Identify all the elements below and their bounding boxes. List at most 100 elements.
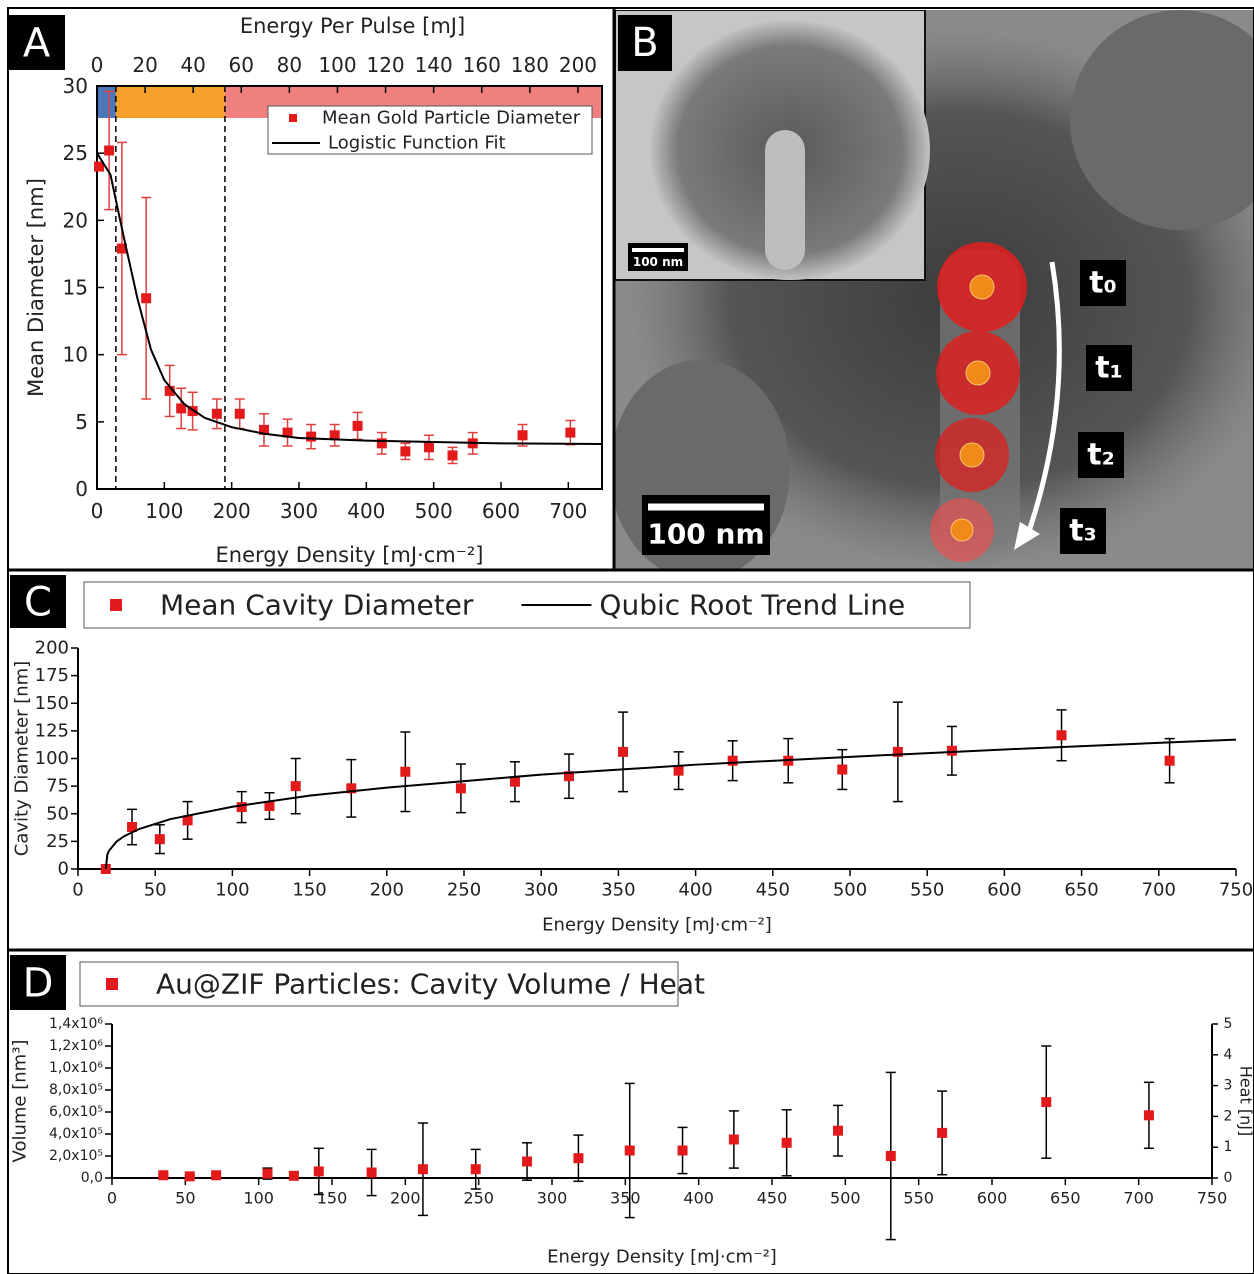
y-tick-label: 25	[63, 141, 88, 165]
x2-tick-label: 80	[277, 53, 302, 77]
y-tick-label: 10	[63, 343, 88, 367]
y-tick-label: 200	[35, 638, 69, 659]
marker	[187, 406, 198, 417]
marker	[282, 427, 293, 438]
marker	[211, 408, 222, 419]
legend-box	[79, 961, 679, 1007]
x-tick-label: 650	[1050, 1189, 1081, 1208]
marker	[184, 1171, 195, 1182]
y2-tick-label: 4	[1224, 1047, 1233, 1063]
y-tick-label: 30	[63, 74, 88, 98]
scale-label: 100 nm	[647, 518, 764, 551]
x-tick-label: 600	[987, 880, 1021, 901]
y-tick-label: 1,0x10⁶	[49, 1060, 103, 1076]
legend-label: Qubic Root Trend Line	[599, 589, 905, 622]
y-tick-label: 1,4x10⁶	[49, 1016, 103, 1032]
marker	[470, 1164, 481, 1175]
marker	[1056, 730, 1067, 741]
fit-line	[96, 152, 603, 445]
x-tick-label: 650	[1064, 880, 1098, 901]
marker	[104, 145, 115, 156]
x2-tick-label: 180	[511, 53, 549, 77]
x-tick-label: 600	[977, 1189, 1008, 1208]
x-tick-label: 550	[910, 880, 944, 901]
marker	[234, 408, 245, 419]
marker	[329, 430, 340, 441]
x-tick-label: 550	[903, 1189, 934, 1208]
marker	[522, 1156, 533, 1167]
x-tick-label: 200	[213, 499, 251, 523]
x-tick-label: 100	[145, 499, 183, 523]
marker	[447, 450, 458, 461]
x2-tick-label: 140	[415, 53, 453, 77]
x2-tick-label: 200	[559, 53, 597, 77]
legend-label: Mean Gold Particle Diameter	[322, 108, 581, 129]
x-tick-label: 700	[1142, 880, 1176, 901]
y-tick-label: 0	[58, 859, 69, 880]
marker	[946, 745, 957, 756]
y2-tick-label: 3	[1224, 1078, 1233, 1094]
time-label: t₀	[1089, 266, 1116, 301]
marker	[127, 822, 138, 833]
time-label: t₁	[1095, 351, 1122, 386]
marker	[517, 430, 528, 441]
marker	[400, 446, 411, 457]
x2-tick-label: 40	[180, 53, 205, 77]
marker	[158, 1170, 169, 1181]
marker	[728, 1134, 739, 1145]
marker	[262, 1168, 273, 1179]
marker	[837, 764, 848, 775]
y-tick-label: 4,0x10⁵	[49, 1126, 103, 1142]
x-tick-label: 700	[1123, 1189, 1154, 1208]
x2-tick-label: 120	[366, 53, 404, 77]
marker	[423, 442, 434, 453]
x-tick-label: 750	[1219, 880, 1253, 901]
y-tick-label: 100	[35, 748, 69, 769]
y-tick-label: 8,0x10⁵	[49, 1082, 103, 1098]
x2-tick-label: 0	[91, 53, 104, 77]
marker	[313, 1166, 324, 1177]
marker	[618, 746, 629, 757]
y-tick-label: 75	[46, 776, 69, 797]
y2-tick-label: 1	[1224, 1139, 1233, 1155]
marker	[565, 427, 576, 438]
legend-marker	[110, 599, 122, 611]
y-tick-label: 125	[35, 720, 69, 741]
marker	[164, 385, 175, 396]
y-axis-title: Cavity Diameter [nm]	[12, 661, 33, 856]
y-tick-label: 5	[75, 410, 88, 434]
y-tick-label: 2,0x10⁵	[49, 1148, 103, 1164]
marker	[833, 1125, 843, 1136]
marker	[455, 783, 466, 794]
y-tick-label: 175	[35, 665, 69, 686]
marker	[376, 438, 387, 449]
panel-label: C	[24, 580, 52, 626]
panel-label: B	[631, 20, 658, 66]
legend-box	[267, 105, 593, 155]
marker	[366, 1167, 377, 1178]
time-label: t₃	[1069, 514, 1096, 549]
y2-tick-label: 0	[1224, 1170, 1233, 1186]
panel-label-box	[10, 955, 66, 1010]
marker	[306, 431, 317, 442]
chart: 0 50 100 150 200 250 300 350 400 450 500 550 600 650 7…	[10, 955, 1254, 1268]
panel-label: A	[23, 21, 51, 67]
x-tick-label: 700	[549, 499, 587, 523]
marker	[624, 1145, 635, 1156]
marker	[182, 815, 193, 826]
x-tick-label: 400	[683, 1189, 714, 1208]
x-tick-label: 300	[537, 1189, 568, 1208]
marker	[264, 801, 275, 812]
micrograph: 100 nm 100 nm t₀ t₁ t₂ t₃	[615, 10, 1254, 570]
x-tick-label: 0	[107, 1189, 117, 1208]
x-tick-label: 450	[756, 880, 790, 901]
region	[115, 86, 225, 118]
marker	[352, 420, 363, 431]
x-tick-label: 150	[317, 1189, 348, 1208]
marker	[563, 771, 574, 782]
x-tick-label: 200	[370, 880, 404, 901]
x-tick-label: 50	[144, 880, 167, 901]
x-tick-label: 50	[175, 1189, 195, 1208]
marker	[781, 1137, 792, 1148]
